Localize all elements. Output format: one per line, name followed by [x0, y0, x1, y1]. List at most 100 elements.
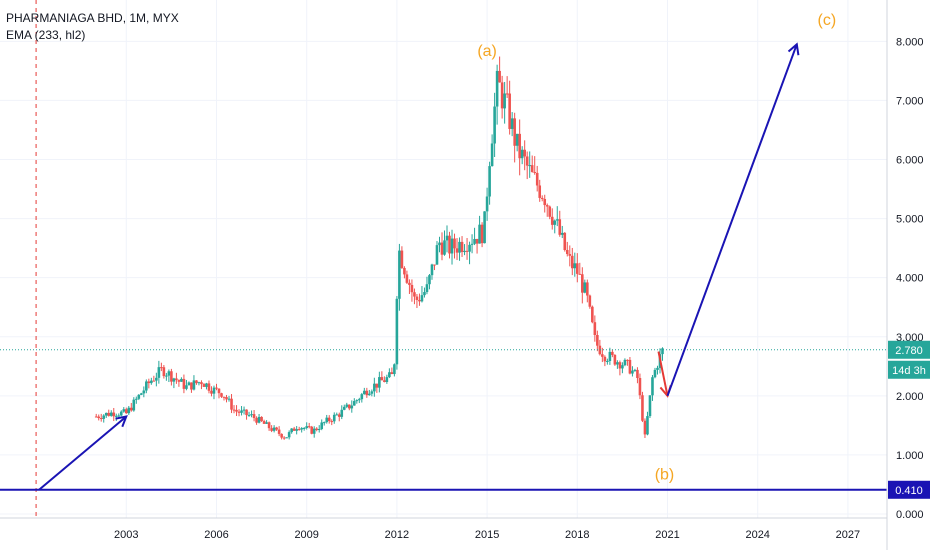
candle-up: [290, 428, 293, 433]
candle-down: [611, 351, 614, 355]
wave-label: (a): [477, 43, 497, 60]
candle-up: [388, 372, 391, 378]
candle-down: [453, 238, 456, 249]
candle-down: [207, 383, 211, 391]
candle-down: [638, 378, 642, 396]
candle-up: [140, 393, 143, 395]
candle-up: [187, 382, 191, 386]
candle-up: [553, 220, 557, 225]
candle-up: [137, 394, 141, 399]
candle-up: [312, 428, 316, 434]
candle-down: [99, 418, 103, 420]
candle-down: [383, 380, 386, 382]
candle-down: [230, 398, 233, 410]
candle-down: [245, 409, 248, 416]
candle-up: [608, 351, 612, 362]
candle-up: [656, 367, 659, 370]
candle-down: [220, 393, 223, 397]
candle-down: [365, 390, 369, 396]
candle-up: [172, 378, 176, 382]
candle-down: [415, 296, 419, 300]
candle-down: [405, 274, 409, 283]
candle-up: [197, 382, 201, 384]
y-tick-label: 2.000: [896, 391, 924, 403]
candle-up: [212, 387, 216, 394]
candle-down: [170, 371, 173, 382]
candle-down: [576, 263, 579, 274]
candle-down: [433, 264, 436, 266]
candle-up: [555, 219, 559, 221]
support-level-badge-text: 0.410: [895, 485, 923, 497]
candle-up: [470, 243, 474, 245]
candle-up: [395, 298, 399, 365]
legend-title: PHARMANIAGA BHD, 1M, MYX: [6, 11, 179, 25]
candle-down: [147, 381, 151, 384]
candle-up: [606, 361, 609, 363]
impulse-arrow[interactable]: [38, 415, 127, 491]
y-tick-label: 5.000: [896, 214, 924, 226]
candle-down: [177, 380, 181, 382]
pullback-arrow[interactable]: [657, 351, 669, 397]
candle-down: [596, 334, 599, 346]
candle-up: [247, 414, 251, 416]
candle-down: [603, 356, 607, 362]
candle-down: [297, 429, 301, 431]
candle-down: [97, 416, 101, 419]
projection-arrow[interactable]: [666, 43, 798, 397]
candle-up: [145, 381, 148, 391]
candle-down: [613, 354, 617, 365]
candle-down: [327, 417, 331, 422]
candle-up: [445, 235, 449, 241]
candle-down: [508, 93, 511, 129]
candle-down: [315, 428, 319, 430]
candle-up: [167, 371, 171, 376]
candle-up: [185, 385, 188, 389]
candle-down: [202, 384, 206, 387]
candle-down: [282, 437, 286, 439]
candle-up: [493, 106, 496, 144]
candle-up: [119, 411, 123, 416]
candle-down: [550, 216, 554, 225]
candle-up: [425, 284, 429, 293]
candle-up: [205, 383, 208, 387]
candle-down: [418, 299, 421, 302]
candle-up: [515, 133, 519, 146]
candle-down: [237, 411, 241, 413]
candle-down: [643, 420, 647, 435]
wave-labels: (a) (b) (c): [477, 12, 836, 484]
candle-up: [285, 437, 288, 439]
wave-label: (b): [655, 467, 675, 484]
candle-up: [342, 406, 346, 410]
candle-down: [535, 172, 539, 186]
candle-up: [104, 412, 108, 416]
candle-up: [117, 415, 121, 417]
candle-up: [495, 70, 499, 107]
candle-down: [215, 387, 218, 389]
candle-down: [222, 396, 226, 398]
candle-up: [463, 250, 466, 253]
x-tick-label: 2027: [836, 529, 860, 541]
candle-down: [267, 422, 271, 429]
candle-down: [162, 367, 166, 377]
legend-indicator: EMA (233, hl2): [6, 28, 86, 42]
candle-down: [598, 345, 602, 355]
candle-up: [155, 377, 158, 381]
candle-up: [483, 211, 486, 244]
candle-up: [423, 292, 426, 296]
candle-up: [646, 416, 649, 435]
y-tick-label: 6.000: [896, 155, 924, 167]
candle-up: [102, 415, 106, 419]
candle-up: [157, 367, 161, 378]
y-tick-label: 8.000: [896, 36, 924, 48]
candle-up: [352, 401, 356, 406]
candle-down: [408, 282, 411, 285]
candle-up: [485, 196, 489, 212]
candle-up: [520, 149, 524, 159]
candle-down: [260, 416, 263, 422]
drawings: [38, 42, 800, 491]
candle-down: [400, 250, 404, 268]
candle-up: [142, 390, 146, 394]
candles: [94, 56, 664, 440]
